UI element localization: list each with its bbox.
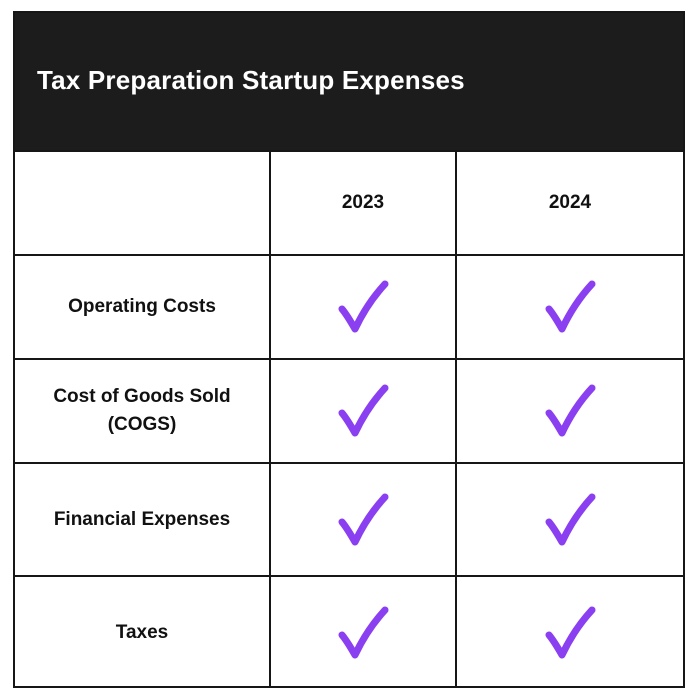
table-row: Operating Costs — [15, 254, 683, 360]
page-title: Tax Preparation Startup Expenses — [37, 64, 465, 95]
row-label: Operating Costs — [15, 254, 271, 360]
cell-2023 — [269, 575, 457, 688]
checkmark-icon — [545, 280, 596, 333]
column-header-2024: 2024 — [455, 152, 683, 256]
checkmark-icon — [338, 280, 389, 333]
cell-2023 — [269, 254, 457, 360]
table-row: Cost of Goods Sold (COGS) — [15, 358, 683, 464]
expenses-table: 2023 2024 Operating Costs Cost of Goods … — [15, 152, 683, 688]
column-header-category — [15, 152, 271, 256]
column-header-2023: 2023 — [269, 152, 457, 256]
checkmark-icon — [338, 606, 389, 658]
table-row: Financial Expenses — [15, 462, 683, 577]
row-label: Cost of Goods Sold (COGS) — [15, 358, 271, 464]
table-header-row: 2023 2024 — [15, 152, 683, 256]
cell-2024 — [455, 575, 683, 688]
cell-2024 — [455, 254, 683, 360]
row-label: Taxes — [15, 575, 271, 688]
cell-2024 — [455, 462, 683, 577]
expenses-table-card: Tax Preparation Startup Expenses 2023 20… — [13, 11, 685, 688]
cell-2023 — [269, 462, 457, 577]
table-row: Taxes — [15, 575, 683, 688]
checkmark-icon — [338, 384, 389, 437]
table-header: Tax Preparation Startup Expenses — [15, 13, 683, 152]
checkmark-icon — [545, 493, 596, 545]
checkmark-icon — [545, 384, 596, 437]
checkmark-icon — [545, 606, 596, 658]
row-label: Financial Expenses — [15, 462, 271, 577]
cell-2024 — [455, 358, 683, 464]
cell-2023 — [269, 358, 457, 464]
checkmark-icon — [338, 493, 389, 545]
